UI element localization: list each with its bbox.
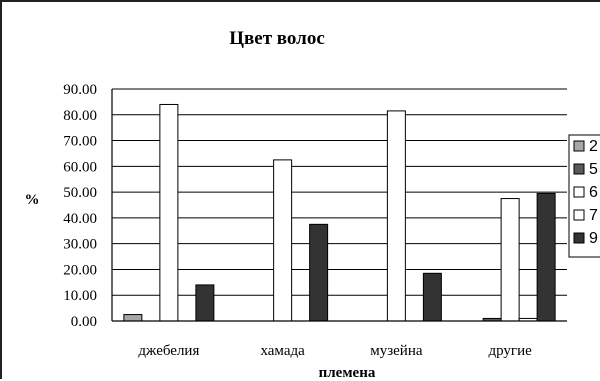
y-tick-label: 50.00 bbox=[63, 185, 97, 201]
y-tick-label: 30.00 bbox=[63, 237, 97, 253]
bar bbox=[386, 110, 406, 322]
legend-swatch bbox=[573, 163, 585, 175]
x-category-label: другие bbox=[488, 343, 532, 359]
legend-swatch bbox=[573, 209, 585, 221]
y-tick-label: 70.00 bbox=[63, 134, 97, 150]
bar bbox=[195, 284, 215, 322]
legend-swatch bbox=[573, 140, 585, 152]
legend-label: 7 bbox=[589, 207, 598, 224]
y-tick-label: 90.00 bbox=[63, 82, 97, 98]
bar bbox=[422, 272, 442, 322]
x-category-label: джебелия bbox=[138, 343, 199, 359]
x-category-label: хамада bbox=[260, 343, 305, 359]
legend-label: 6 bbox=[589, 184, 598, 201]
x-category-label: музейна bbox=[370, 343, 423, 359]
bar bbox=[273, 159, 293, 322]
bar bbox=[123, 314, 143, 322]
y-axis-title: % bbox=[25, 192, 40, 208]
y-tick-label: 40.00 bbox=[63, 211, 97, 227]
y-tick-label: 10.00 bbox=[63, 288, 97, 304]
legend: 2 5 6 7 9 bbox=[568, 134, 600, 258]
legend-label: 5 bbox=[589, 161, 598, 178]
y-tick-label: 60.00 bbox=[63, 159, 97, 175]
x-axis-title: племена bbox=[319, 365, 376, 381]
bar bbox=[500, 198, 520, 322]
bars bbox=[123, 103, 556, 322]
legend-swatch bbox=[573, 186, 585, 198]
legend-swatch bbox=[573, 232, 585, 244]
bar bbox=[309, 223, 329, 322]
chart-title: Цвет волос bbox=[229, 28, 325, 49]
legend-label: 9 bbox=[589, 230, 598, 247]
bar bbox=[536, 192, 556, 322]
y-tick-label: 20.00 bbox=[63, 262, 97, 278]
gridlines bbox=[112, 88, 567, 296]
bar bbox=[159, 103, 179, 322]
y-tick-labels: 0.00 10.00 20.00 30.00 40.00 50.00 60.00 70.00 8… bbox=[63, 82, 97, 330]
x-category-labels: джебелия хамада музейна другие bbox=[138, 343, 532, 359]
y-tick-label: 0.00 bbox=[71, 314, 97, 330]
y-tick-label: 80.00 bbox=[63, 108, 97, 124]
legend-label: 2 bbox=[589, 138, 598, 155]
